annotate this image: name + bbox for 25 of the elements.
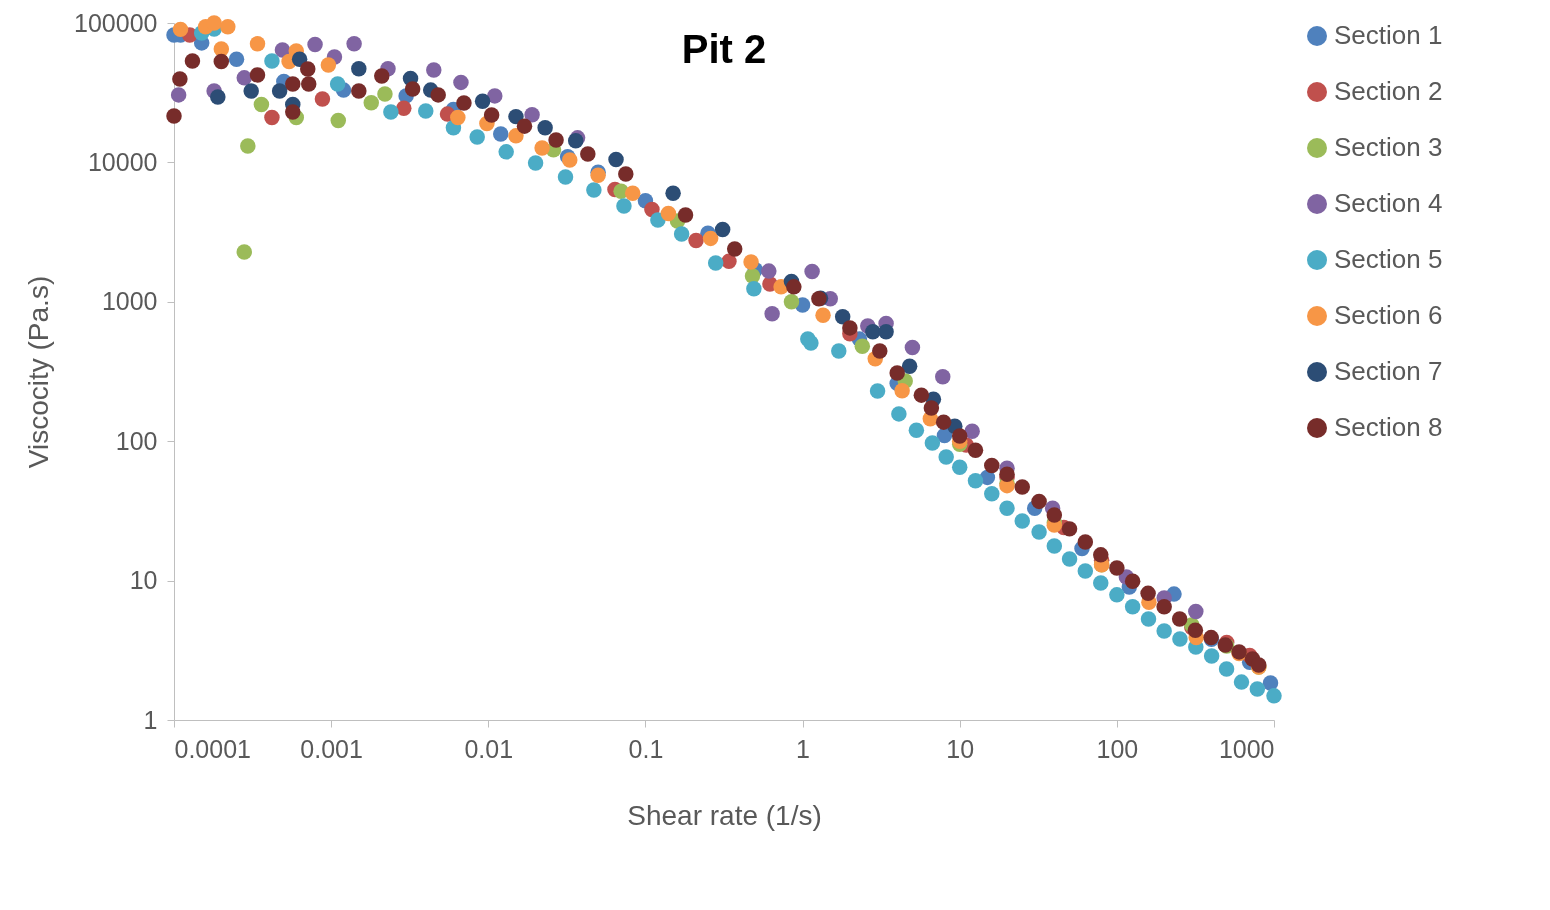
y-tick-label: 1000 — [101, 287, 158, 316]
x-tick-label: 0.0001 — [174, 734, 251, 763]
y-tick-label: 100 — [115, 426, 158, 455]
x-tick-label: 0.01 — [464, 734, 514, 763]
legend-label: Section 7 — [1334, 356, 1443, 386]
chart-title: Pit 2 — [681, 27, 767, 71]
legend-label: Section 2 — [1334, 76, 1443, 106]
legend-label: Section 6 — [1334, 300, 1443, 330]
y-tick-label: 10 — [129, 566, 158, 595]
x-tick-label: 100 — [1096, 734, 1139, 763]
x-tick-label: 0.1 — [628, 734, 664, 763]
y-tick-label: 100000 — [74, 8, 158, 37]
legend-label: Section 5 — [1334, 244, 1443, 274]
y-axis-title: Viscocity (Pa.s) — [23, 275, 55, 469]
x-axis-title: Shear rate (1/s) — [627, 799, 822, 831]
x-tick-label: 1 — [796, 734, 811, 763]
legend-label: Section 1 — [1334, 20, 1443, 50]
legend-label: Section 3 — [1334, 132, 1443, 162]
x-tick-label: 0.001 — [300, 734, 363, 763]
legend-label: Section 4 — [1334, 188, 1443, 218]
y-tick-label: 1 — [143, 705, 158, 734]
x-tick-label: 10 — [946, 734, 975, 763]
x-tick-label: 1000 — [1218, 734, 1275, 763]
y-tick-label: 10000 — [87, 147, 158, 176]
legend-label: Section 8 — [1334, 412, 1443, 442]
